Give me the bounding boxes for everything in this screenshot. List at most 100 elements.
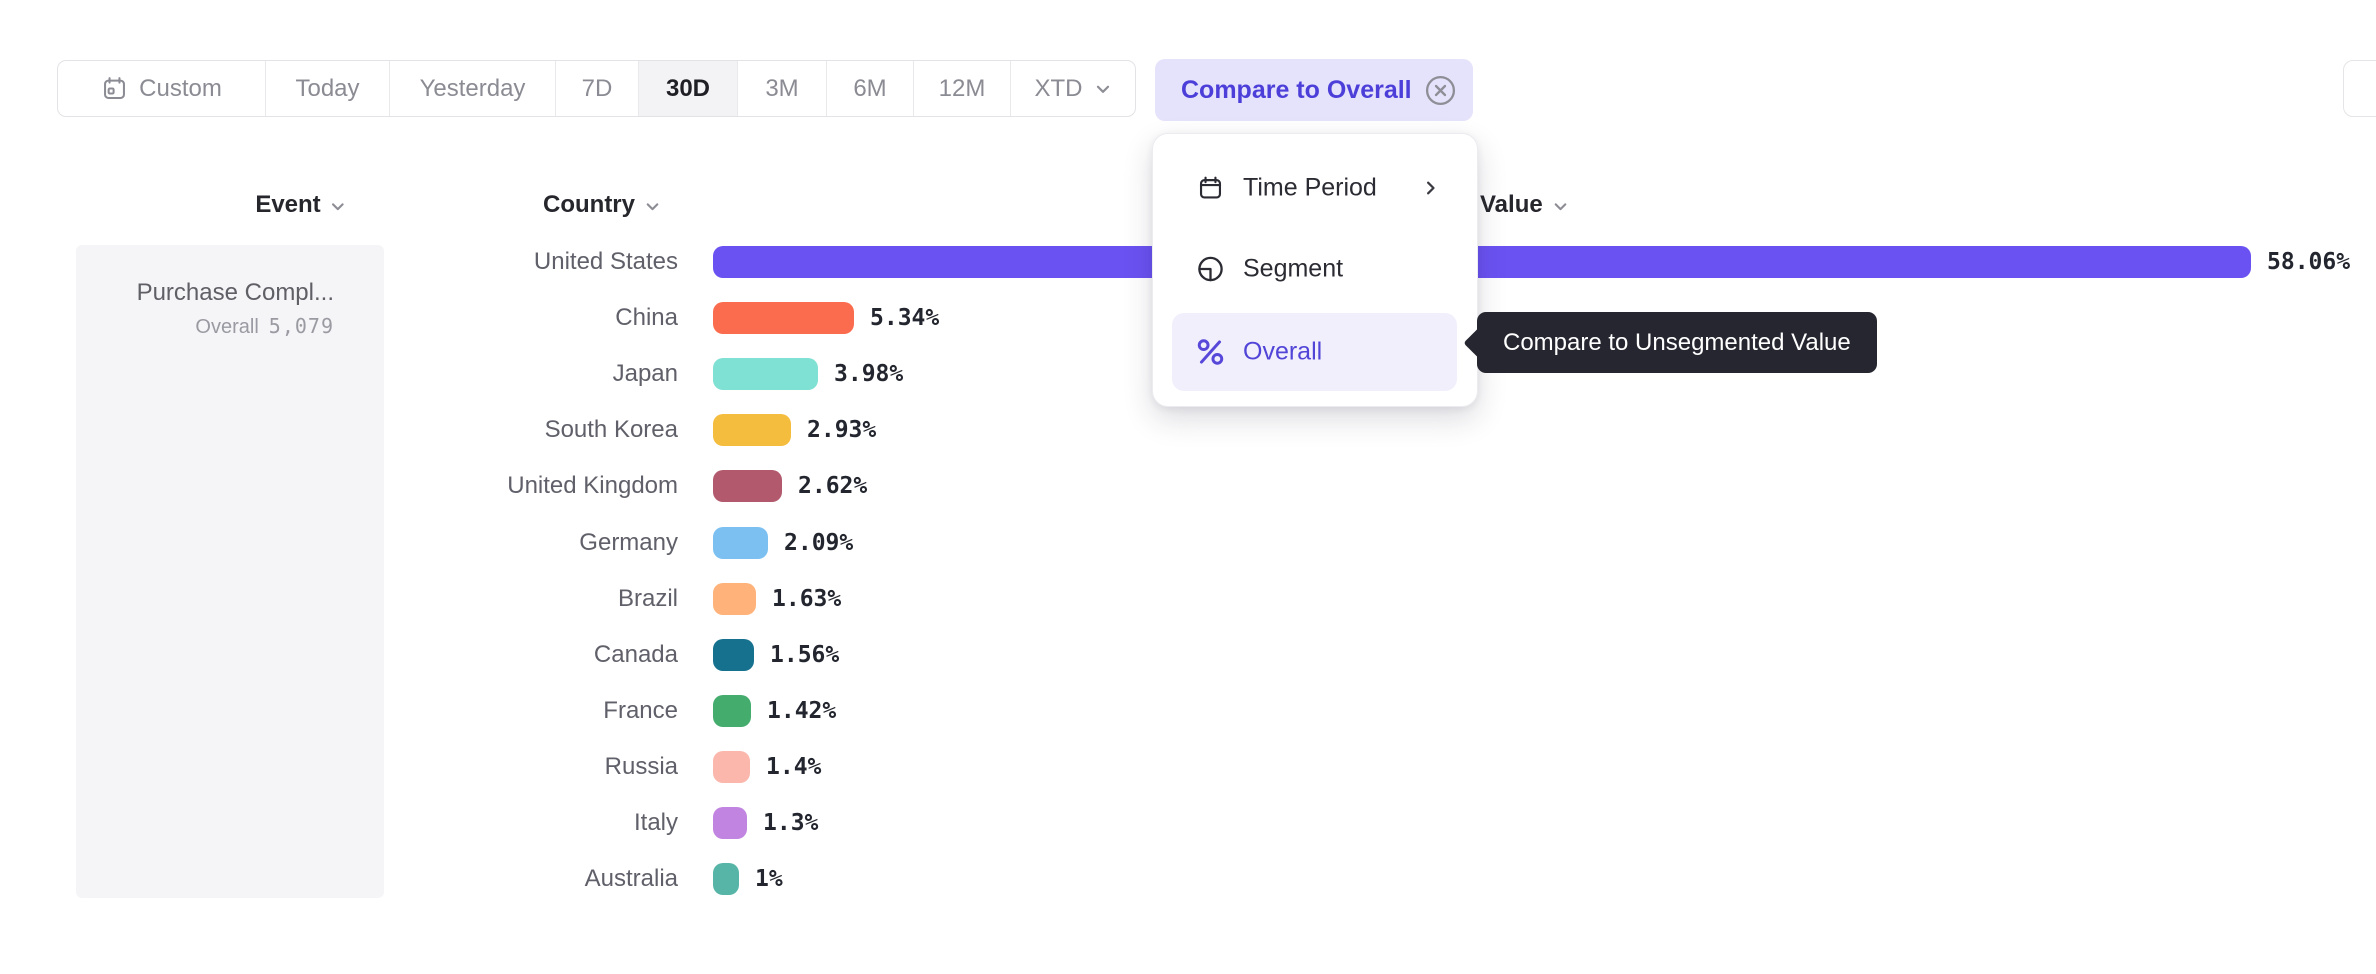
bar-japan[interactable]	[713, 358, 818, 390]
chart-row-russia: Russia 1.4%	[0, 751, 2376, 783]
segment-icon	[1193, 255, 1227, 284]
time-range-6m[interactable]: 6M	[827, 61, 914, 116]
compare-chip-label: Compare to Overall	[1181, 75, 1412, 104]
value-label: 1.4%	[766, 754, 822, 780]
chart-row-united-states: United States 58.06%	[0, 246, 2376, 278]
country-label: Germany	[579, 529, 678, 556]
time-range-toolbar: Custom Today Yesterday 7D 30D 3M 6M 12M XTD	[57, 60, 1136, 117]
value-label: 1.56%	[770, 642, 840, 668]
chart-row-south-korea: South Korea 2.93%	[0, 414, 2376, 446]
country-label: Italy	[633, 809, 678, 836]
dropdown-item-label: Overall	[1243, 337, 1323, 366]
bar-italy[interactable]	[713, 807, 747, 839]
time-range-today[interactable]: Today	[266, 61, 390, 116]
time-range-label: 6M	[853, 74, 887, 102]
clipped-edge-button[interactable]	[2343, 60, 2376, 117]
value-label: 1.63%	[772, 586, 842, 612]
time-range-yesterday[interactable]: Yesterday	[390, 61, 556, 116]
column-header-value-label: Value	[1480, 191, 1543, 218]
time-range-label: Today	[295, 74, 360, 102]
time-range-label: Yesterday	[419, 74, 526, 102]
bar-russia[interactable]	[713, 751, 750, 783]
dropdown-item-label: Segment	[1243, 254, 1344, 283]
chart-row-france: France 1.42%	[0, 695, 2376, 727]
event-overall-label: Overall	[195, 316, 259, 338]
event-panel[interactable]: Purchase Compl... Overall 5,079	[76, 245, 384, 898]
column-header-country[interactable]: Country	[543, 190, 661, 220]
chart-row-italy: Italy 1.3%	[0, 807, 2376, 839]
country-label: China	[615, 304, 678, 331]
chart-row-united-kingdom: United Kingdom 2.62%	[0, 470, 2376, 502]
bar-china[interactable]	[713, 302, 854, 334]
time-range-7d[interactable]: 7D	[556, 61, 639, 116]
value-label: 2.62%	[798, 473, 868, 499]
time-range-label: 12M	[938, 74, 986, 102]
chart-row-canada: Canada 1.56%	[0, 639, 2376, 671]
value-label: 1%	[755, 866, 783, 892]
value-label: 2.09%	[784, 530, 854, 556]
time-range-label: 30D	[665, 74, 711, 102]
country-label: Brazil	[617, 585, 678, 612]
chart-row-brazil: Brazil 1.63%	[0, 583, 2376, 615]
dropdown-item-segment[interactable]: Segment	[1153, 230, 1477, 308]
dropdown-item-time-period[interactable]: Time Period	[1153, 149, 1477, 227]
value-label: 5.34%	[870, 305, 940, 331]
country-label: United States	[533, 248, 678, 275]
chart-row-china: China 5.34%	[0, 302, 2376, 334]
calendar-icon	[101, 75, 128, 102]
chevron-down-icon	[1552, 198, 1569, 215]
event-overall-value: 5,079	[268, 314, 334, 338]
compare-dropdown-menu: Time Period Segment Overall	[1152, 133, 1478, 407]
time-range-label: Custom	[139, 74, 222, 102]
bar-france[interactable]	[713, 695, 751, 727]
event-panel-text: Purchase Compl... Overall 5,079	[137, 278, 334, 341]
percent-icon	[1193, 337, 1227, 368]
tooltip-text: Compare to Unsegmented Value	[1503, 328, 1851, 356]
value-label: 2.93%	[807, 417, 877, 443]
country-label: Japan	[612, 360, 678, 387]
column-header-event-label: Event	[255, 191, 321, 218]
time-range-xtd[interactable]: XTD	[1011, 61, 1135, 116]
compare-to-overall-chip[interactable]: Compare to Overall	[1155, 59, 1473, 121]
time-range-custom[interactable]: Custom	[58, 61, 266, 116]
country-label: Australia	[584, 865, 678, 892]
value-label: 1.42%	[767, 698, 837, 724]
country-label: Canada	[593, 641, 678, 668]
overall-tooltip: Compare to Unsegmented Value	[1463, 312, 1877, 373]
bar-brazil[interactable]	[713, 583, 756, 615]
time-range-3m[interactable]: 3M	[738, 61, 827, 116]
time-range-30d[interactable]: 30D	[639, 61, 738, 116]
event-name: Purchase Compl...	[136, 279, 334, 306]
bar-australia[interactable]	[713, 863, 739, 895]
time-range-label: 3M	[765, 74, 799, 102]
country-label: South Korea	[544, 416, 678, 443]
column-header-value[interactable]: Value	[1480, 190, 1569, 220]
event-overall-count: Overall 5,079	[137, 312, 334, 341]
chart-row-australia: Australia 1%	[0, 863, 2376, 895]
bar-united-kingdom[interactable]	[713, 470, 782, 502]
time-range-label: 7D	[581, 74, 613, 102]
dropdown-item-highlight	[1172, 313, 1457, 391]
bar-germany[interactable]	[713, 527, 768, 559]
dropdown-item-overall[interactable]: Overall	[1153, 313, 1477, 391]
chevron-down-icon	[1094, 80, 1112, 98]
column-header-event[interactable]: Event	[255, 190, 346, 220]
time-range-12m[interactable]: 12M	[914, 61, 1011, 116]
value-label: 3.98%	[834, 361, 904, 387]
chart-row-japan: Japan 3.98%	[0, 358, 2376, 390]
value-label: 58.06%	[2267, 249, 2351, 275]
country-label: United Kingdom	[507, 472, 678, 499]
calendar-icon	[1193, 175, 1227, 202]
dropdown-item-label: Time Period	[1243, 173, 1377, 202]
country-label: France	[603, 697, 678, 724]
column-header-country-label: Country	[543, 191, 635, 218]
chevron-down-icon	[330, 198, 347, 215]
chevron-right-icon	[1421, 179, 1440, 198]
bar-canada[interactable]	[713, 639, 754, 671]
country-label: Russia	[604, 753, 678, 780]
bar-south-korea[interactable]	[713, 414, 791, 446]
bar-united-states[interactable]	[713, 246, 2251, 278]
circle-x-icon[interactable]	[1425, 75, 1456, 106]
